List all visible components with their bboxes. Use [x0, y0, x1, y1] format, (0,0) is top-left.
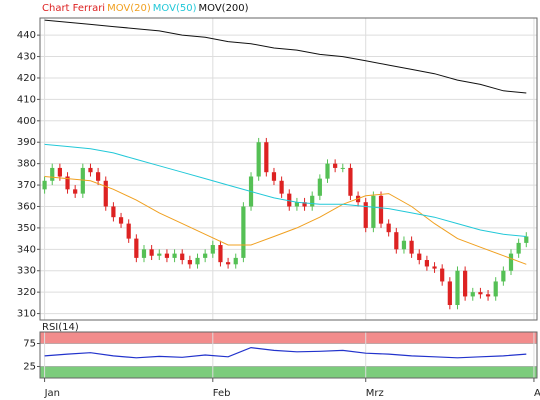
candle-body: [409, 240, 414, 254]
candle-body: [241, 206, 246, 258]
candle-body: [118, 217, 124, 224]
candle-body: [378, 195, 384, 224]
y-tick-label: 430: [17, 52, 36, 63]
candle-body: [333, 163, 338, 168]
candle-body: [50, 167, 55, 181]
candle-body: [203, 253, 208, 258]
legend-label: MOV(50): [153, 3, 197, 14]
candle-body: [279, 180, 284, 194]
candle-body: [134, 238, 139, 258]
candle-body: [141, 249, 147, 258]
legend-label: MOV(200): [199, 3, 249, 14]
candle-body: [478, 292, 483, 295]
plot-frame: [39, 17, 538, 321]
candle-body: [302, 202, 307, 207]
candle-body: [401, 240, 407, 250]
candle-body: [271, 172, 277, 181]
candle-body: [42, 180, 47, 190]
y-tick-label: 75: [23, 339, 36, 350]
y-tick-label: 410: [17, 94, 36, 105]
rsi-line: [44, 346, 527, 359]
panel-title: RSI(14): [42, 322, 79, 333]
y-tick-label: 25: [23, 362, 36, 373]
candle-body: [455, 270, 460, 306]
legend-label: Chart Ferrari: [42, 3, 105, 14]
legend-label: MOV(20): [107, 3, 151, 14]
candle-body: [470, 292, 475, 297]
plot-frame: [39, 331, 538, 379]
ma-line: [44, 19, 527, 94]
candle-body: [417, 253, 422, 261]
candle-body: [187, 260, 192, 265]
candle-body: [96, 172, 101, 181]
candle-body: [126, 223, 131, 239]
y-tick-label: 330: [17, 266, 36, 277]
y-tick-label: 370: [17, 180, 36, 191]
rsi-band: [39, 366, 538, 379]
candle-body: [111, 206, 116, 218]
candle-body: [149, 249, 154, 256]
candle-body: [325, 163, 330, 179]
candle-body: [485, 294, 491, 297]
candle-body: [210, 245, 215, 254]
candle-body: [80, 167, 85, 194]
candle-body: [501, 270, 506, 282]
candle-body: [73, 189, 78, 194]
candle-body: [493, 281, 498, 297]
candle-body: [172, 253, 177, 258]
y-tick-label: 420: [17, 73, 36, 84]
candle-body: [157, 253, 162, 256]
candle-body: [225, 262, 231, 265]
candle-body: [256, 142, 261, 177]
candle-body: [524, 236, 529, 243]
y-tick-label: 310: [17, 309, 36, 320]
x-tick-label: Jan: [44, 388, 60, 399]
candle-body: [394, 232, 399, 250]
candle-body: [340, 167, 345, 169]
candle-body: [371, 195, 376, 228]
plot-area: [40, 18, 537, 320]
x-tick-label: Mrz: [366, 388, 384, 399]
rsi-band: [39, 331, 538, 344]
candle-body: [180, 253, 185, 261]
candle-body: [264, 142, 269, 173]
y-tick-label: 380: [17, 159, 36, 170]
candle-body: [516, 242, 521, 254]
candle-body: [233, 257, 238, 265]
y-tick-label: 390: [17, 137, 36, 148]
ma-line: [44, 143, 527, 237]
y-tick-label: 440: [17, 30, 36, 41]
candle-body: [463, 270, 468, 297]
y-tick-label: 360: [17, 201, 36, 212]
candle-body: [447, 281, 452, 306]
candle-body: [103, 180, 108, 207]
candle-body: [508, 253, 514, 271]
candle-body: [195, 257, 200, 265]
x-tick-label: Feb: [213, 388, 231, 399]
candle-body: [310, 195, 315, 207]
y-tick-label: 350: [17, 223, 36, 234]
y-tick-label: 340: [17, 244, 36, 255]
ma-line: [44, 176, 527, 265]
candle-body: [57, 167, 62, 177]
candle-body: [440, 268, 445, 282]
x-tick-label: A: [534, 388, 540, 399]
candle-body: [386, 223, 391, 233]
candle-body: [287, 193, 292, 207]
candle-body: [164, 253, 170, 258]
candle-body: [218, 245, 223, 263]
candle-body: [348, 167, 353, 196]
y-tick-label: 400: [17, 116, 36, 127]
candle-body: [363, 202, 368, 228]
candle-body: [432, 266, 437, 269]
y-tick-label: 320: [17, 287, 36, 298]
candle-body: [294, 202, 300, 207]
candle-body: [424, 260, 429, 267]
candle-body: [317, 178, 322, 196]
candle-body: [65, 176, 70, 190]
candle-body: [88, 167, 93, 173]
